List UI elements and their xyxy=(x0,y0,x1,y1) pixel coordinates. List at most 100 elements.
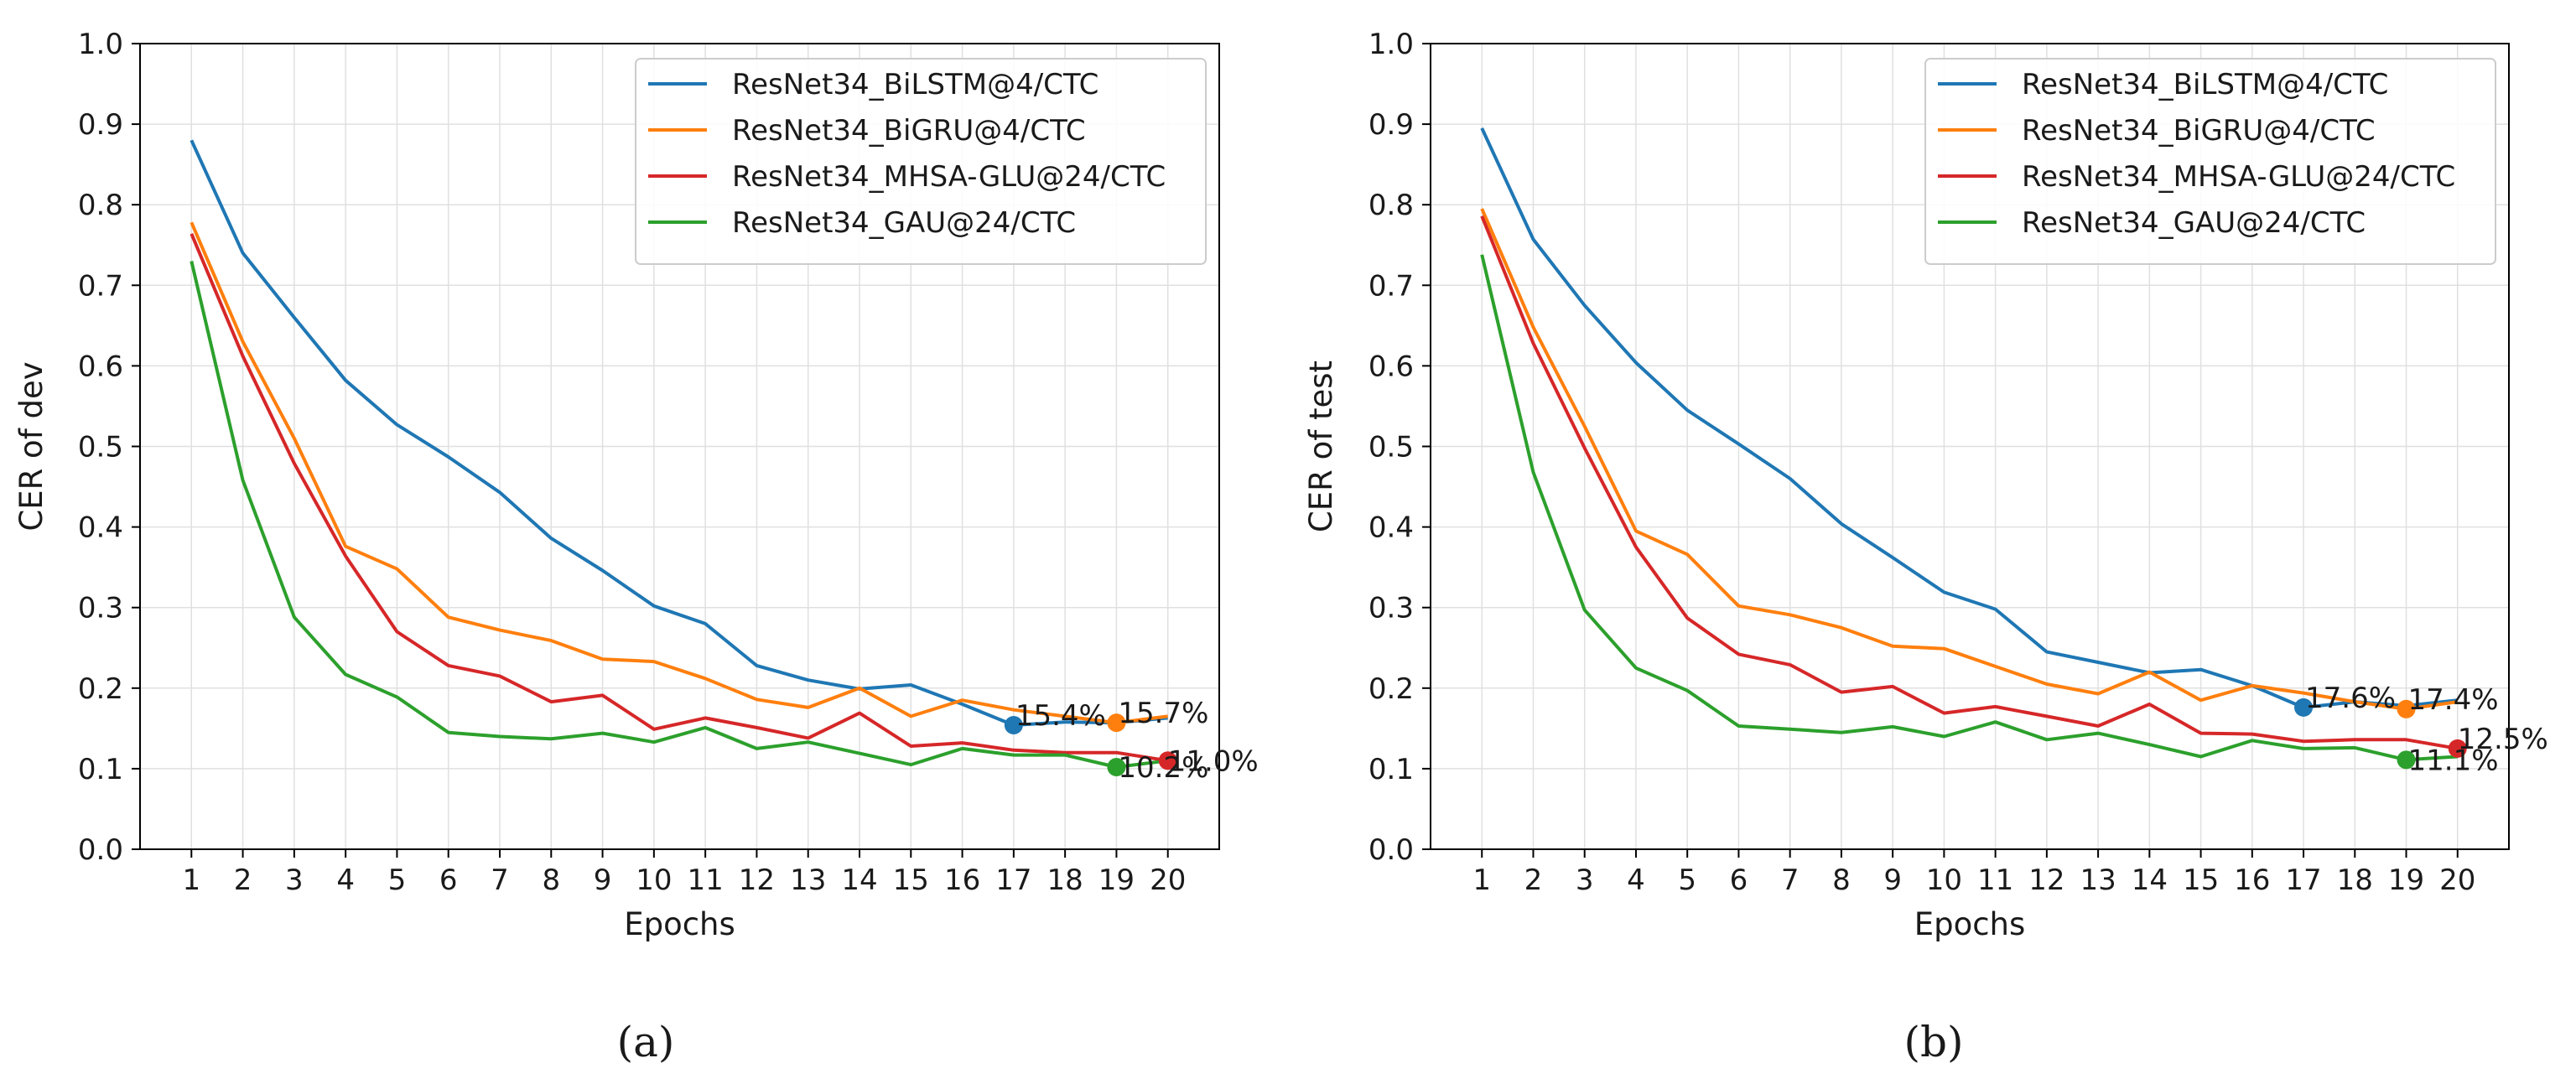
legend-label: ResNet34_BiLSTM@4/CTC xyxy=(2022,68,2388,101)
x-tick-label: 17 xyxy=(2285,864,2321,897)
y-tick-label: 0.1 xyxy=(1368,753,1414,786)
y-tick-label: 0.2 xyxy=(1368,672,1414,706)
best-point-label: 10.2% xyxy=(1118,751,1208,785)
x-tick-label: 4 xyxy=(1627,864,1645,897)
best-point-marker xyxy=(2397,699,2416,718)
best-point-marker xyxy=(1004,716,1023,735)
x-tick-label: 10 xyxy=(636,864,672,897)
subcaption-b: (b) xyxy=(1903,1018,1963,1066)
legend-label: ResNet34_BiLSTM@4/CTC xyxy=(732,68,1098,101)
best-point-marker xyxy=(2294,698,2314,717)
best-point-marker xyxy=(2397,750,2416,770)
x-tick-label: 12 xyxy=(739,864,775,897)
x-tick-label: 15 xyxy=(2183,864,2219,897)
x-tick-label: 18 xyxy=(2337,864,2373,897)
y-tick-label: 0.2 xyxy=(78,672,123,706)
x-tick-label: 20 xyxy=(1150,864,1186,897)
x-tick-label: 9 xyxy=(594,864,612,897)
x-tick-label: 4 xyxy=(336,864,355,897)
best-point-label: 15.7% xyxy=(1118,697,1208,730)
series-line xyxy=(190,221,1168,725)
y-tick-label: 0.3 xyxy=(78,592,123,625)
x-tick-label: 14 xyxy=(841,864,877,897)
best-point-marker xyxy=(1107,757,1126,776)
best-point-label: 17.6% xyxy=(2305,682,2396,715)
x-tick-label: 3 xyxy=(1576,864,1594,897)
y-tick-label: 1.0 xyxy=(1368,28,1414,61)
x-tick-label: 7 xyxy=(1781,864,1800,897)
x-tick-label: 16 xyxy=(944,864,980,897)
series-line xyxy=(1480,208,2459,711)
chart-panel-dev: 0.0 0.1 0.2 0.3 0.4 0.5 0.6 0.7 0.8 0.9 1.0 1 2 3 4 5 6 7… xyxy=(13,28,1259,942)
series-line xyxy=(190,261,1168,769)
best-point-label: 12.5% xyxy=(2458,723,2548,756)
x-tick-label: 17 xyxy=(995,864,1031,897)
y-tick-label: 0.9 xyxy=(1368,108,1414,142)
best-point-marker xyxy=(2448,739,2467,758)
x-tick-label: 11 xyxy=(688,864,724,897)
best-point-label: 11.1% xyxy=(2408,744,2499,777)
y-tick-label: 0.4 xyxy=(78,511,123,545)
x-tick-label: 13 xyxy=(2080,864,2116,897)
x-tick-label: 1 xyxy=(182,864,200,897)
y-tick-label: 0.9 xyxy=(78,108,123,142)
legend-label: ResNet34_GAU@24/CTC xyxy=(2022,206,2366,240)
subcaption-a: (a) xyxy=(617,1018,675,1066)
y-tick-label: 0.0 xyxy=(78,833,123,867)
y-tick-label: 1.0 xyxy=(78,28,123,61)
series-line xyxy=(1480,215,2459,750)
x-axis-label: Epochs xyxy=(624,906,735,942)
x-tick-label: 19 xyxy=(2388,864,2424,897)
y-axis-label: CER of dev xyxy=(13,361,49,531)
x-tick-label: 8 xyxy=(542,864,560,897)
y-tick-label: 0.7 xyxy=(1368,269,1414,303)
x-tick-label: 18 xyxy=(1047,864,1083,897)
x-tick-label: 10 xyxy=(1926,864,1962,897)
chart-panel-test: 0.00.10.20.30.40.50.60.70.80.91.01 2 3 4 5 6 7… xyxy=(1303,28,2548,942)
x-axis-label: Epochs xyxy=(1914,906,2026,942)
best-point-label: 11.0% xyxy=(1168,744,1259,778)
x-tick-label: 14 xyxy=(2132,864,2168,897)
x-tick-label: 2 xyxy=(1524,864,1543,897)
y-tick-label: 0.0 xyxy=(1368,833,1414,867)
x-tick-label: 3 xyxy=(285,864,304,897)
y-tick-label: 0.6 xyxy=(1368,350,1414,383)
legend: ResNet34_BiLSTM@4/CTC ResNet34_BiGRU@4/CT… xyxy=(635,58,1207,265)
x-tick-label: 6 xyxy=(439,864,458,897)
y-tick-label: 0.5 xyxy=(1368,431,1414,464)
grid xyxy=(140,43,1219,850)
best-point-marker xyxy=(1158,751,1177,770)
legend-label: ResNet34_MHSA-GLU@24/CTC xyxy=(732,160,1166,194)
x-tick-label: 8 xyxy=(1832,864,1851,897)
y-tick-label: 0.8 xyxy=(1368,189,1414,222)
legend-box xyxy=(1924,58,2496,265)
series-line xyxy=(1480,127,2459,709)
best-point-marker xyxy=(1107,713,1126,733)
x-tick-label: 5 xyxy=(388,864,407,897)
series-line xyxy=(1480,254,2458,762)
x-tick-label: 20 xyxy=(2439,864,2475,897)
legend-label: ResNet34_GAU@24/CTC xyxy=(732,206,1076,240)
legend-box xyxy=(635,58,1207,265)
y-axis-label: CER of test xyxy=(1303,360,1339,532)
x-tick-label: 9 xyxy=(1883,864,1902,897)
y-tick-label: 0.8 xyxy=(78,189,123,222)
x-tick-label: 7 xyxy=(491,864,509,897)
y-tick-label: 0.7 xyxy=(78,269,123,303)
best-point-label: 15.4% xyxy=(1015,699,1106,733)
x-tick-label: 1 xyxy=(1472,864,1491,897)
x-tick-label: 15 xyxy=(893,864,929,897)
y-tick-label: 0.1 xyxy=(78,753,123,786)
y-tick-label: 0.6 xyxy=(78,350,123,383)
x-tick-label: 5 xyxy=(1678,864,1696,897)
legend-label: ResNet34_BiGRU@4/CTC xyxy=(732,114,1086,148)
y-tick-label: 0.4 xyxy=(1368,511,1414,545)
legend-label: ResNet34_BiGRU@4/CTC xyxy=(2022,114,2376,148)
x-tick-label: 19 xyxy=(1098,864,1135,897)
legend: ResNet34_BiLSTM@4/CTC ResNet34_BiGRU@4/CT… xyxy=(1924,58,2496,265)
x-tick-label: 16 xyxy=(2234,864,2270,897)
y-tick-label: 0.5 xyxy=(78,431,123,464)
x-tick-label: 11 xyxy=(1977,864,2013,897)
x-tick-label: 12 xyxy=(2028,864,2064,897)
